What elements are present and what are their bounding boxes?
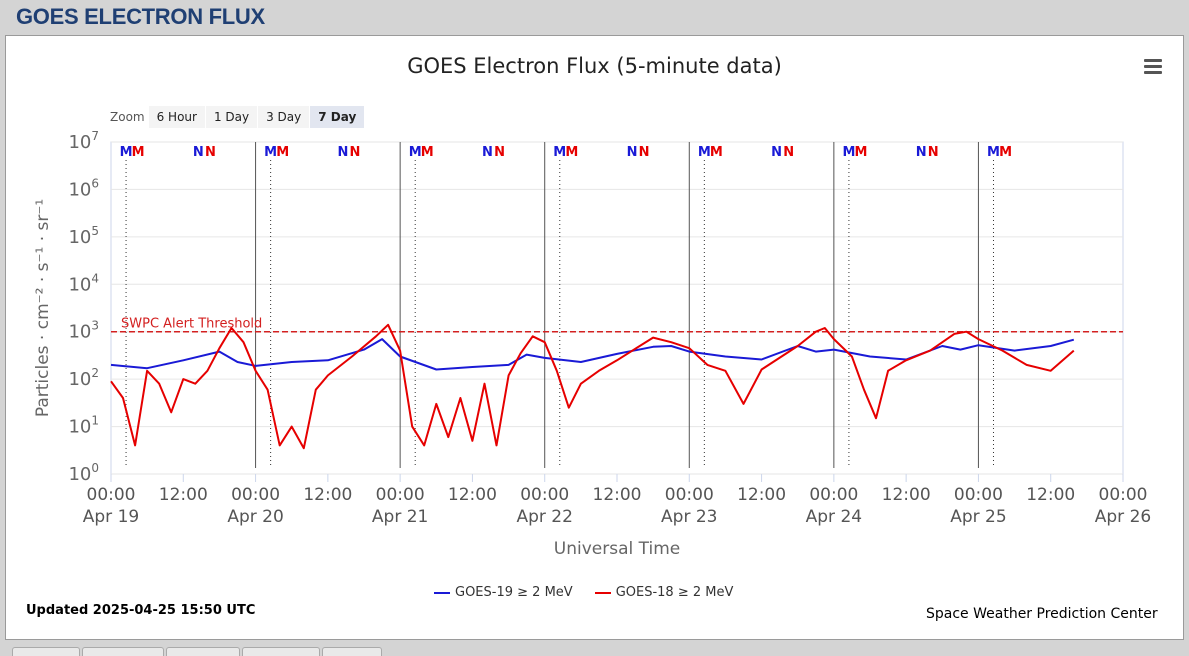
x-tick-date: Apr 21 — [372, 507, 428, 527]
event-marker: M — [276, 145, 289, 160]
threshold-label: SWPC Alert Threshold — [121, 317, 262, 332]
legend-label-goes19: GOES-19 ≥ 2 MeV — [455, 585, 573, 600]
event-marker: M — [264, 145, 277, 160]
bottom-tab[interactable] — [242, 647, 320, 656]
zoom-controls: Zoom 6 Hour 1 Day 3 Day 7 Day — [110, 105, 365, 129]
event-marker: N — [193, 145, 204, 160]
event-marker: M — [842, 145, 855, 160]
legend-item-goes19[interactable]: GOES-19 ≥ 2 MeV — [434, 585, 573, 600]
event-marker: M — [999, 145, 1012, 160]
hamburger-menu-icon[interactable] — [1144, 59, 1162, 75]
plot-area-border — [110, 141, 1124, 475]
x-tick-time: 00:00 — [665, 485, 714, 505]
event-marker: M — [553, 145, 566, 160]
zoom-6-hour-button[interactable]: 6 Hour — [148, 106, 205, 128]
zoom-1-day-button[interactable]: 1 Day — [205, 106, 258, 128]
event-marker: M — [409, 145, 422, 160]
zoom-7-day-button[interactable]: 7 Day — [310, 106, 365, 128]
y-tick-label: 107 — [68, 129, 99, 153]
zoom-label: Zoom — [110, 110, 145, 124]
y-axis-title: Particles · cm⁻² · s⁻¹ · sr⁻¹ — [33, 199, 53, 417]
bottom-tab[interactable] — [166, 647, 240, 656]
x-tick-time: 12:00 — [303, 485, 352, 505]
bottom-tab[interactable] — [12, 647, 80, 656]
y-tick-label: 102 — [68, 366, 99, 390]
updated-timestamp: Updated 2025-04-25 15:50 UTC — [26, 603, 256, 618]
x-tick-time: 00:00 — [809, 485, 858, 505]
event-marker: N — [482, 145, 493, 160]
x-tick-date: Apr 25 — [950, 507, 1006, 527]
page-header: GOES ELECTRON FLUX — [0, 0, 1189, 34]
legend-swatch-goes19 — [434, 591, 450, 594]
y-tick-label: 106 — [68, 176, 99, 200]
y-tick-label: 101 — [68, 414, 99, 438]
y-tick-label: 104 — [68, 271, 99, 295]
x-tick-date: Apr 23 — [661, 507, 717, 527]
x-tick-time: 00:00 — [376, 485, 425, 505]
x-tick-time: 12:00 — [159, 485, 208, 505]
event-marker: N — [494, 145, 505, 160]
event-marker: M — [421, 145, 434, 160]
x-tick-time: 12:00 — [737, 485, 786, 505]
chart-legend: GOES-19 ≥ 2 MeV GOES-18 ≥ 2 MeV — [434, 585, 755, 600]
x-axis-title: Universal Time — [554, 539, 680, 559]
legend-item-goes18[interactable]: GOES-18 ≥ 2 MeV — [594, 585, 734, 600]
event-marker: N — [916, 145, 927, 160]
event-marker: M — [132, 145, 145, 160]
bottom-tab[interactable] — [322, 647, 382, 656]
x-tick-date: Apr 22 — [516, 507, 572, 527]
y-tick-label: 105 — [68, 224, 99, 248]
bottom-tab-strip — [0, 641, 1189, 656]
x-tick-time: 00:00 — [231, 485, 280, 505]
credit-text: Space Weather Prediction Center — [926, 606, 1158, 622]
event-marker: M — [120, 145, 133, 160]
x-tick-date: Apr 20 — [227, 507, 283, 527]
event-marker: N — [783, 145, 794, 160]
chart-panel: GOES Electron Flux (5-minute data) Zoom … — [5, 35, 1184, 640]
bottom-tab[interactable] — [82, 647, 164, 656]
x-tick-time: 12:00 — [1026, 485, 1075, 505]
x-tick-date: Apr 26 — [1095, 507, 1151, 527]
event-marker: M — [698, 145, 711, 160]
event-marker: N — [350, 145, 361, 160]
event-marker: N — [337, 145, 348, 160]
x-tick-time: 00:00 — [87, 485, 136, 505]
event-marker: N — [928, 145, 939, 160]
event-marker: M — [854, 145, 867, 160]
y-tick-label: 100 — [68, 461, 99, 485]
series-line-goes18 — [110, 323, 1075, 450]
x-tick-date: Apr 19 — [83, 507, 139, 527]
event-marker: M — [565, 145, 578, 160]
event-marker: M — [987, 145, 1000, 160]
x-tick-time: 00:00 — [520, 485, 569, 505]
y-tick-label: 103 — [68, 319, 99, 343]
legend-label-goes18: GOES-18 ≥ 2 MeV — [615, 585, 734, 600]
event-marker: N — [627, 145, 638, 160]
page-header-title: GOES ELECTRON FLUX — [16, 4, 265, 29]
event-marker: N — [205, 145, 216, 160]
x-tick-time: 12:00 — [593, 485, 642, 505]
x-tick-time: 12:00 — [448, 485, 497, 505]
event-marker: M — [710, 145, 723, 160]
chart-title: GOES Electron Flux (5-minute data) — [407, 54, 782, 78]
x-tick-time: 12:00 — [882, 485, 931, 505]
event-marker: N — [639, 145, 650, 160]
x-tick-date: Apr 24 — [806, 507, 862, 527]
zoom-3-day-button[interactable]: 3 Day — [258, 106, 310, 128]
event-marker: N — [771, 145, 782, 160]
legend-swatch-goes18 — [594, 591, 611, 594]
x-tick-time: 00:00 — [1099, 485, 1148, 505]
x-tick-time: 00:00 — [954, 485, 1003, 505]
